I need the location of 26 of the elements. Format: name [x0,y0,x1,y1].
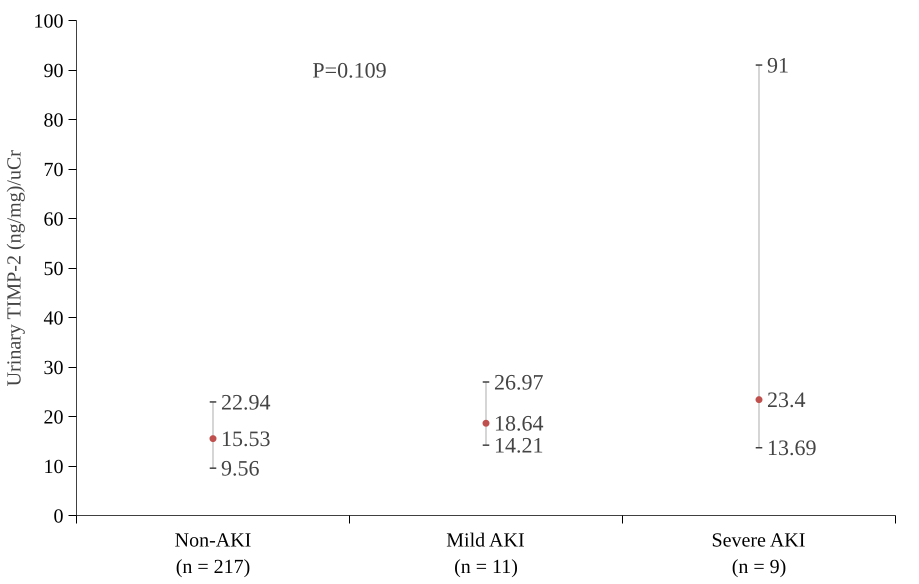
y-tick-label: 20 [44,406,64,428]
point [756,396,762,404]
y-tick-label: 70 [44,159,64,181]
y-tick-label: 80 [44,110,64,132]
point [210,435,216,442]
y-tick-label: 0 [54,506,64,528]
x-tick-label: Non-AKI (n = 217) [174,530,252,578]
data-label: 15.53 [221,426,270,452]
x-tick-label: Mild AKI (n = 11) [446,530,525,578]
annotation: P=0.109 [312,58,387,82]
y-axis-title: Urinary TIMP-2 (ng/mg)/uCr [4,150,26,386]
x-tick-label: Severe AKI (n = 9) [712,530,806,578]
data-label: 23.4 [767,387,806,412]
annotation: 9.56 [221,456,260,481]
y-tick-label: 90 [44,60,64,82]
y-tick-label: 30 [44,357,64,379]
point [482,420,490,427]
annotation: 91 [767,52,789,78]
y-tick-label: 10 [44,456,64,478]
y-tick-label: 40 [44,308,64,330]
y-tick-label: 50 [44,258,64,280]
y-tick-label: 60 [44,208,64,230]
annotation: 26.97 [494,370,544,394]
annotation: 22.94 [221,389,270,414]
y-tick-label: 100 [34,10,64,32]
annotation: 13.69 [767,435,816,460]
